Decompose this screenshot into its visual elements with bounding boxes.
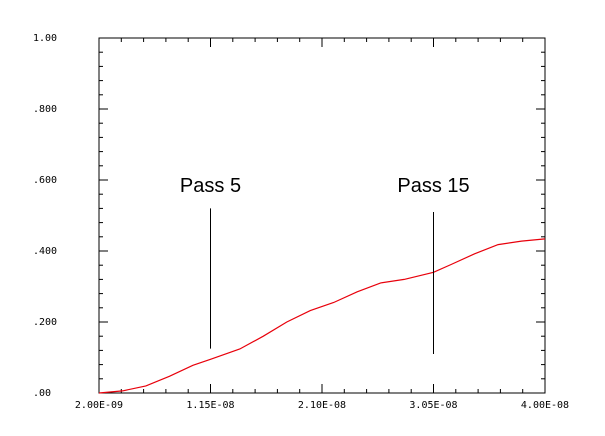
major-ticks [98, 37, 546, 394]
x-tick-label: 2.00E-09 [75, 400, 123, 411]
x-tick-label: 4.00E-08 [521, 400, 569, 411]
x-tick-label: 2.10E-08 [298, 400, 346, 411]
y-tick-label: .600 [33, 175, 57, 186]
series-line-0 [98, 238, 546, 394]
y-tick-label: .200 [33, 317, 57, 328]
y-tick-label: .400 [33, 246, 57, 257]
y-tick-label: 1.00 [33, 33, 57, 44]
y-tick-labels: .00 .200 .400 .600 .800 1.00 [33, 33, 57, 399]
annotation-label: Pass 15 [397, 175, 469, 197]
series-layer [98, 238, 546, 394]
y-tick-label: .00 [33, 388, 51, 399]
y-tick-label: .800 [33, 104, 57, 115]
annotation-label: Pass 5 [180, 175, 241, 197]
x-tick-label: 1.15E-08 [186, 400, 234, 411]
annotations: Pass 5 Pass 15 [180, 175, 470, 354]
x-tick-label: 3.05E-08 [409, 400, 457, 411]
x-tick-labels: 2.00E-09 1.15E-08 2.10E-08 3.05E-08 4.00E-08 [75, 400, 569, 411]
